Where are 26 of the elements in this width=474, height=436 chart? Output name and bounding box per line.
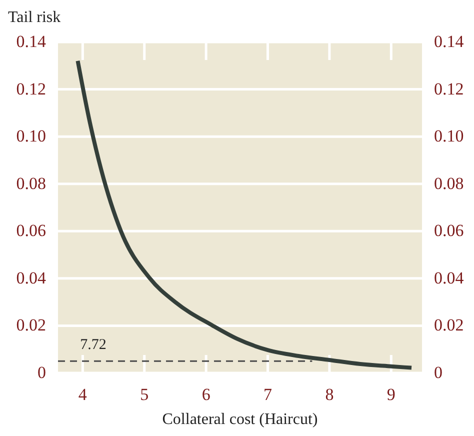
y2-tick-label: 0.02 [434, 316, 464, 335]
y2-tick-label: 0.04 [434, 268, 464, 288]
x-tick-label: 7 [264, 385, 273, 404]
x-axis-title: Collateral cost (Haircut) [162, 411, 318, 428]
y-tick-label: 0.08 [16, 174, 46, 193]
y-tick-label: 0.14 [16, 32, 46, 51]
y-tick-label: 0.02 [16, 316, 46, 335]
x-tick-label: 9 [386, 385, 396, 404]
x-tick-label: 4 [78, 385, 88, 404]
y-tick-label: 0.06 [16, 221, 46, 240]
y-tick-label: 0 [38, 363, 46, 382]
line-series [76, 58, 414, 370]
y2-tick-label: 0.12 [434, 79, 464, 98]
y2-tick-label: 0.14 [434, 32, 464, 51]
y2-tick-label: 0.06 [434, 221, 464, 240]
x-tick-label: 8 [325, 385, 334, 404]
annotation: 7.72 [80, 337, 106, 354]
x-tick-label: 5 [140, 385, 149, 404]
y-tick-label: 0.04 [16, 268, 46, 288]
y2-tick-label: 0.08 [434, 174, 464, 193]
y2-tick-label: 0 [434, 363, 442, 382]
y-axis-title: Tail risk [8, 9, 61, 26]
y-tick-label: 0.12 [16, 79, 46, 98]
y2-tick-label: 0.10 [434, 126, 464, 146]
x-tick-label: 6 [202, 385, 210, 404]
y-tick-label: 0.10 [16, 126, 46, 146]
